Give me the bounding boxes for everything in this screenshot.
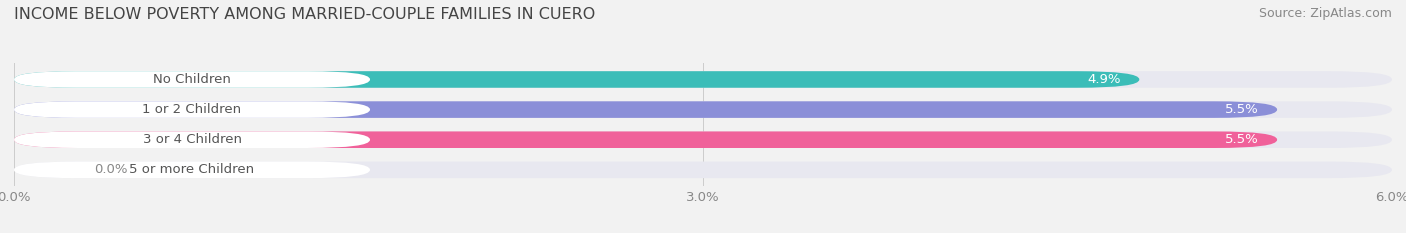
FancyBboxPatch shape	[14, 131, 1277, 148]
FancyBboxPatch shape	[14, 161, 370, 178]
FancyBboxPatch shape	[14, 71, 1139, 88]
Text: 0.0%: 0.0%	[94, 163, 128, 176]
FancyBboxPatch shape	[14, 101, 370, 118]
FancyBboxPatch shape	[14, 161, 1392, 178]
FancyBboxPatch shape	[14, 131, 1392, 148]
Text: No Children: No Children	[153, 73, 231, 86]
FancyBboxPatch shape	[14, 71, 1392, 88]
Text: Source: ZipAtlas.com: Source: ZipAtlas.com	[1258, 7, 1392, 20]
FancyBboxPatch shape	[14, 101, 1277, 118]
Text: 1 or 2 Children: 1 or 2 Children	[142, 103, 242, 116]
FancyBboxPatch shape	[14, 71, 370, 88]
FancyBboxPatch shape	[14, 101, 1392, 118]
Text: 3 or 4 Children: 3 or 4 Children	[142, 133, 242, 146]
FancyBboxPatch shape	[14, 131, 370, 148]
Text: 5.5%: 5.5%	[1225, 103, 1258, 116]
Text: 4.9%: 4.9%	[1087, 73, 1121, 86]
Text: 5.5%: 5.5%	[1225, 133, 1258, 146]
Text: 5 or more Children: 5 or more Children	[129, 163, 254, 176]
Text: INCOME BELOW POVERTY AMONG MARRIED-COUPLE FAMILIES IN CUERO: INCOME BELOW POVERTY AMONG MARRIED-COUPL…	[14, 7, 595, 22]
